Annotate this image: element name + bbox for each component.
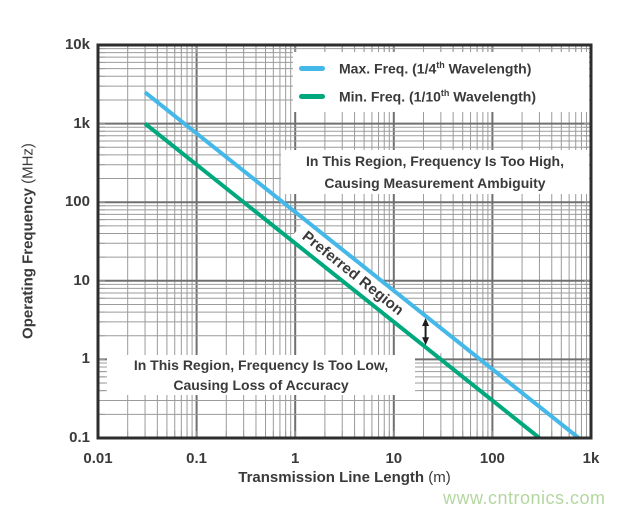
annotation-too-low-line2: Causing Loss of Accuracy — [173, 377, 349, 393]
annotation-too-high-line2: Causing Measurement Ambiguity — [324, 175, 546, 191]
preferred-region-band — [290, 221, 452, 356]
min-freq-line — [143, 122, 541, 438]
legend-item-max-freq: Max. Freq. (1/4th Wavelength) — [299, 56, 589, 80]
annotation-too-high: In This Region, Frequency Is Too High, C… — [281, 150, 589, 194]
y-axis-title: Operating Frequency (MHz) — [19, 143, 37, 339]
preferred-range-arrow — [422, 317, 430, 346]
min-freq-line-swatch — [299, 93, 325, 99]
max-freq-line-swatch — [299, 65, 325, 71]
legend-item-min-freq: Min. Freq. (1/10th Wavelength) — [299, 84, 589, 108]
annotation-too-low-line1: In This Region, Frequency Is Too Low, — [133, 357, 389, 373]
max-freq-line — [143, 90, 580, 438]
legend-label-min-freq: Min. Freq. (1/10th Wavelength) — [339, 87, 537, 105]
plot-frame — [96, 43, 593, 440]
legend: Max. Freq. (1/4th Wavelength) Min. Freq.… — [293, 52, 589, 112]
annotation-too-high-line1: In This Region, Frequency Is Too High, — [306, 153, 564, 169]
annotation-too-low: In This Region, Frequency Is Too Low, Ca… — [107, 355, 415, 395]
legend-label-max-freq: Max. Freq. (1/4th Wavelength) — [339, 59, 532, 77]
x-axis-title: Transmission Line Length (m) — [238, 469, 451, 486]
watermark: www.cntronics.com — [443, 488, 606, 508]
